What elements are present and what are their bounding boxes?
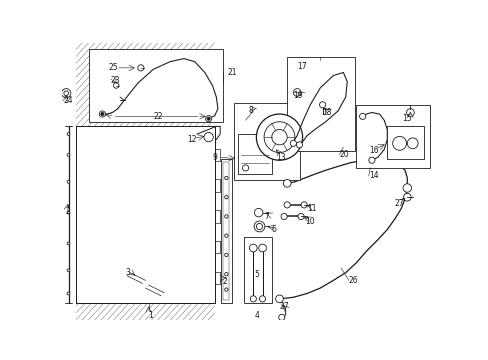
Text: 10: 10: [305, 217, 314, 226]
Text: 19: 19: [293, 91, 303, 100]
Circle shape: [281, 213, 286, 220]
Circle shape: [224, 215, 227, 218]
Circle shape: [224, 253, 227, 257]
Circle shape: [224, 273, 227, 276]
Text: 2: 2: [65, 207, 70, 216]
Bar: [356, 105, 429, 168]
Bar: [223, 162, 229, 300]
Circle shape: [224, 176, 227, 180]
Circle shape: [271, 130, 286, 145]
Bar: [238, 134, 271, 174]
Text: 11: 11: [306, 204, 316, 213]
Text: 15: 15: [402, 114, 411, 123]
Circle shape: [250, 296, 256, 302]
Circle shape: [319, 102, 325, 108]
Circle shape: [264, 122, 294, 153]
Circle shape: [249, 244, 257, 252]
Circle shape: [113, 83, 119, 88]
Text: 6: 6: [271, 225, 276, 234]
Circle shape: [64, 91, 68, 95]
Text: 12: 12: [187, 135, 196, 144]
Text: 24: 24: [64, 96, 73, 105]
Text: 7: 7: [264, 212, 268, 221]
Text: 14: 14: [368, 171, 378, 180]
Circle shape: [203, 132, 213, 142]
Circle shape: [301, 202, 306, 208]
Text: 26: 26: [348, 276, 358, 285]
Circle shape: [205, 116, 211, 122]
Circle shape: [67, 133, 70, 135]
Text: 13: 13: [276, 153, 285, 162]
Circle shape: [256, 223, 262, 230]
Text: 21: 21: [227, 68, 237, 77]
Text: 9: 9: [212, 153, 217, 162]
Bar: [89, 49, 222, 122]
Bar: [221, 159, 231, 303]
Circle shape: [224, 288, 227, 291]
Bar: [234, 103, 299, 180]
Circle shape: [406, 109, 413, 116]
Circle shape: [403, 193, 410, 201]
Text: 3: 3: [125, 268, 130, 277]
Circle shape: [259, 296, 265, 302]
Circle shape: [296, 142, 302, 148]
Circle shape: [278, 314, 285, 320]
Circle shape: [61, 89, 71, 98]
Circle shape: [275, 295, 283, 303]
Circle shape: [284, 202, 290, 208]
Circle shape: [407, 138, 417, 149]
Text: 17: 17: [297, 62, 306, 71]
Circle shape: [138, 65, 143, 71]
Circle shape: [242, 165, 248, 171]
Circle shape: [359, 113, 365, 120]
Circle shape: [293, 89, 301, 96]
Bar: [386, 126, 424, 159]
Circle shape: [67, 180, 70, 183]
Text: 22: 22: [153, 112, 163, 121]
Circle shape: [254, 208, 263, 217]
Bar: [76, 126, 214, 303]
Circle shape: [224, 195, 227, 199]
Text: 20: 20: [339, 150, 348, 159]
Circle shape: [283, 180, 290, 187]
Text: 23: 23: [110, 76, 120, 85]
Circle shape: [254, 221, 264, 232]
Circle shape: [392, 136, 406, 150]
Circle shape: [101, 112, 104, 116]
Circle shape: [67, 153, 70, 156]
Circle shape: [99, 111, 105, 117]
Circle shape: [67, 242, 70, 245]
Circle shape: [258, 244, 266, 252]
Text: 2: 2: [222, 278, 227, 287]
Text: 8: 8: [248, 107, 253, 116]
Circle shape: [368, 157, 374, 163]
Text: 25: 25: [108, 63, 118, 72]
Bar: [244, 237, 271, 303]
Bar: [76, 126, 214, 303]
Circle shape: [67, 211, 70, 214]
Circle shape: [67, 292, 70, 295]
Text: 4: 4: [254, 311, 259, 320]
Circle shape: [256, 114, 302, 160]
Circle shape: [224, 234, 227, 237]
Circle shape: [402, 184, 411, 192]
Text: 27: 27: [394, 199, 404, 208]
Text: 5: 5: [254, 270, 259, 279]
Text: 16: 16: [368, 147, 378, 156]
Circle shape: [290, 140, 296, 147]
Circle shape: [207, 117, 210, 120]
Circle shape: [67, 269, 70, 272]
Circle shape: [297, 213, 304, 220]
Bar: [286, 57, 354, 151]
Text: 1: 1: [148, 311, 153, 320]
Text: 18: 18: [322, 108, 331, 117]
Text: 27: 27: [279, 302, 288, 311]
